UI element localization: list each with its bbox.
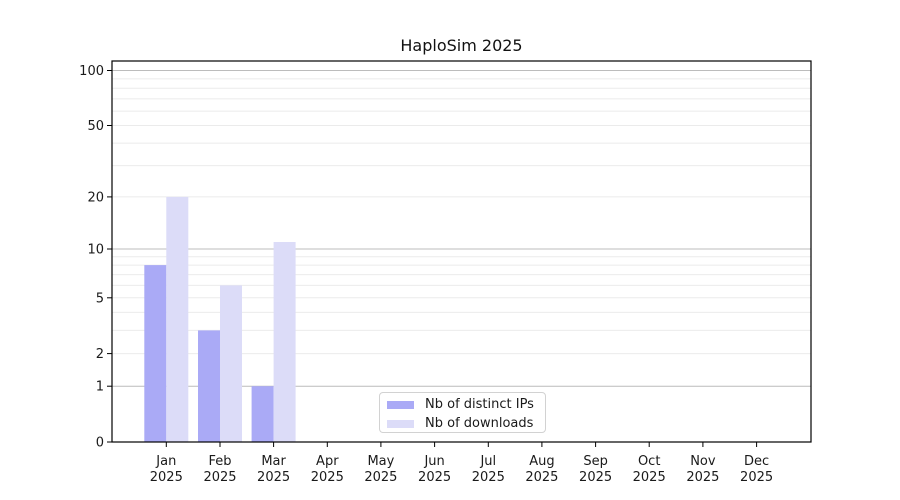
bar-distinct-ips-mar [251,386,274,442]
bar-downloads-jan [166,196,189,442]
x-tick-label-month: Jan [155,454,176,469]
x-tick-label-year: 2025 [150,470,183,485]
legend-item-distinct-ips: Nb of distinct IPs [380,395,545,414]
bar-downloads-mar [273,242,296,442]
x-tick-label-month: Jun [423,454,444,469]
x-tick-label-year: 2025 [686,470,719,485]
x-tick-label-month: Feb [208,454,231,469]
x-tick-label-month: Mar [261,454,286,469]
x-tick-label-month: Dec [744,454,769,469]
bar-distinct-ips-feb [198,330,220,442]
y-tick-label: 100 [79,64,104,79]
x-tick-label-month: Sep [583,454,608,469]
x-tick-label-year: 2025 [257,470,290,485]
bar-downloads-feb [220,285,242,442]
y-tick-label: 5 [96,291,104,306]
x-tick-label-year: 2025 [418,470,451,485]
x-tick-label-year: 2025 [740,470,773,485]
legend-swatch-distinct-ips [387,400,414,409]
x-tick-label-month: Aug [529,454,554,469]
y-tick-label: 20 [87,190,104,205]
x-tick-label-month: Nov [690,454,716,469]
y-tick-label: 0 [96,436,104,451]
x-tick-label-month: May [367,454,394,469]
y-tick-label: 50 [87,119,104,134]
legend-box: Nb of distinct IPs Nb of downloads [379,392,546,433]
x-tick-label-year: 2025 [364,470,397,485]
legend-label-downloads: Nb of downloads [425,416,534,431]
x-tick-label-year: 2025 [472,470,505,485]
x-tick-label-year: 2025 [579,470,612,485]
axis-frame [111,60,812,443]
legend-item-downloads: Nb of downloads [380,414,545,433]
x-tick-label-month: Oct [638,454,660,469]
y-tick-label: 2 [96,347,104,362]
x-tick-label-month: Apr [316,454,339,469]
legend-label-distinct-ips: Nb of distinct IPs [425,397,534,412]
x-tick-label-year: 2025 [525,470,558,485]
x-tick-label-year: 2025 [311,470,344,485]
chart-title: HaploSim 2025 [400,36,523,55]
legend-swatch-downloads [387,419,414,428]
x-tick-label-year: 2025 [633,470,666,485]
y-tick-label: 10 [87,243,104,258]
bar-distinct-ips-jan [144,265,167,442]
y-tick-label: 1 [96,380,104,395]
x-tick-label-year: 2025 [203,470,236,485]
x-tick-label-month: Jul [479,454,496,469]
